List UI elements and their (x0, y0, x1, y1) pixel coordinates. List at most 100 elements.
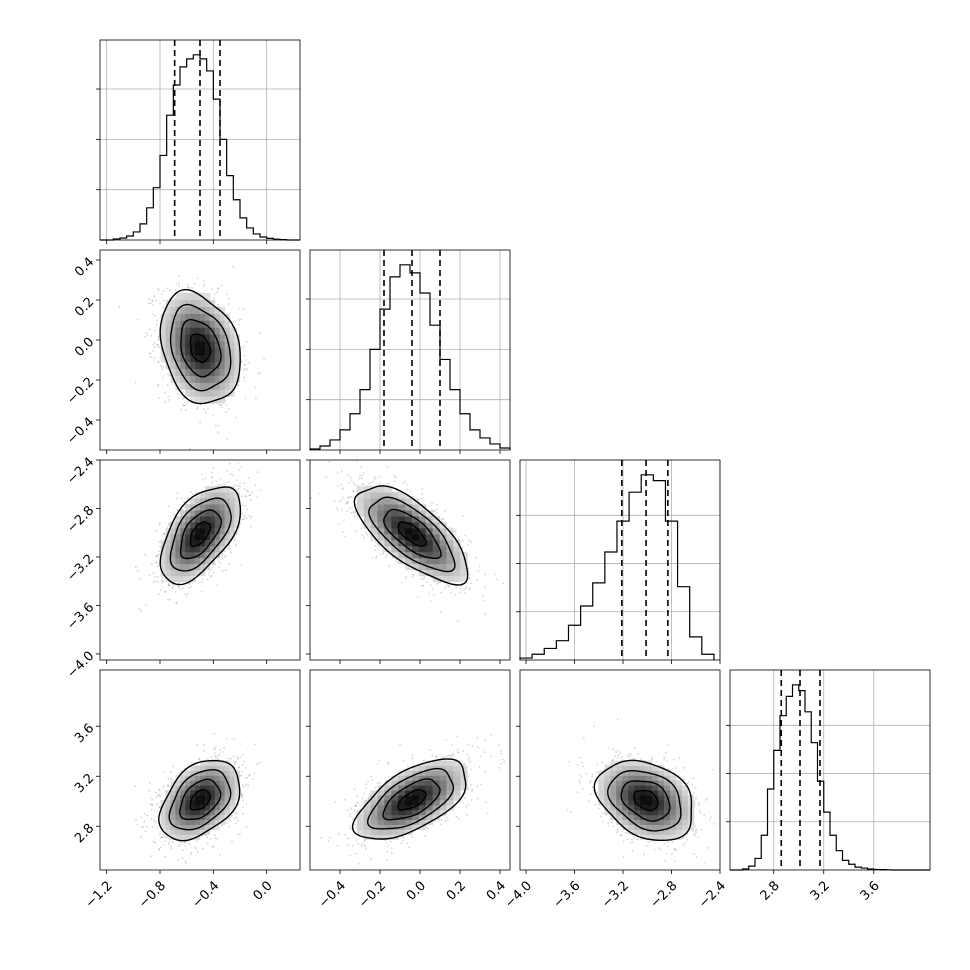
scatter-point (212, 571, 215, 574)
scatter-point (357, 484, 360, 487)
density-cell (214, 389, 221, 397)
density-cell (204, 382, 211, 390)
scatter-point (411, 575, 414, 578)
scatter-point (218, 560, 220, 563)
density-cell (180, 575, 186, 583)
density-cell (412, 545, 420, 553)
density-cell (200, 504, 206, 511)
scatter-point (347, 500, 349, 503)
scatter-point (224, 556, 226, 558)
scatter-point (226, 438, 229, 440)
density-cell (418, 545, 427, 553)
density-cell (229, 334, 235, 342)
scatter-point (221, 553, 224, 555)
density-cell (432, 533, 440, 541)
density-cell (214, 361, 221, 370)
scatter-point (343, 519, 345, 522)
density-cell (200, 361, 206, 370)
scatter-point (352, 490, 355, 493)
scatter-point (169, 598, 172, 601)
density-cell (200, 527, 206, 535)
density-cell (180, 569, 186, 577)
scatter-point (246, 489, 249, 492)
density-cell (175, 551, 181, 559)
density-cell (214, 306, 221, 314)
scatter-point (180, 408, 183, 411)
scatter-point (382, 548, 385, 551)
density-cell (425, 510, 434, 517)
density-cell (165, 313, 171, 321)
density-cell (377, 498, 385, 505)
scatter-point (412, 573, 415, 576)
density-cell (234, 510, 240, 517)
density-cell (200, 492, 206, 499)
scatter-point (454, 529, 457, 532)
density-cell (446, 551, 454, 559)
scatter-point (145, 603, 148, 606)
scatter-point (162, 290, 165, 292)
frame-hist-p2 (519, 459, 721, 661)
density-cell (453, 563, 461, 571)
density-cell (219, 492, 226, 499)
density-cell (214, 320, 221, 328)
scatter-point (396, 560, 399, 563)
density-cell (229, 341, 235, 349)
density-cell (405, 533, 413, 541)
density-cell (391, 516, 399, 523)
scatter-point (199, 421, 202, 424)
density-cell (185, 341, 191, 349)
density-cell (356, 486, 365, 493)
scatter-point (153, 357, 156, 360)
density-cell (160, 354, 166, 363)
scatter-point (468, 587, 470, 590)
pair-content-p0-p2 (134, 461, 262, 612)
density-cell (195, 306, 201, 314)
scatter-point (184, 404, 186, 407)
density-cell (219, 486, 226, 493)
density-cell (398, 527, 406, 535)
density-cell (175, 522, 181, 529)
scatter-point (178, 285, 181, 288)
scatter-point (375, 557, 377, 560)
density-cell (195, 545, 201, 553)
scatter-point (254, 484, 257, 487)
density-cell (175, 354, 181, 363)
scatter-point (468, 588, 471, 591)
scatter-point (186, 497, 189, 500)
density-cell (412, 551, 420, 559)
scatter-point (167, 524, 170, 526)
density-cell (204, 334, 211, 342)
density-cell (224, 354, 230, 363)
scatter-point (167, 584, 170, 587)
density-cell (160, 557, 166, 565)
density-cell (229, 486, 235, 493)
density-cell (412, 533, 420, 541)
density-cell (175, 563, 181, 571)
density-cell (204, 522, 211, 529)
density-cell (363, 498, 372, 505)
density-cell (170, 551, 176, 559)
pair-content-p1-p2 (310, 460, 505, 623)
frame-pair-p0-p2 (99, 459, 301, 661)
scatter-point (178, 274, 181, 277)
density-cell (418, 510, 427, 517)
scatter-point (188, 583, 191, 585)
density-cell (165, 569, 171, 577)
density-cell (204, 327, 211, 335)
scatter-point (370, 540, 373, 542)
scatter-point (217, 758, 219, 761)
scatter-point (220, 483, 223, 486)
density-cell (185, 306, 191, 314)
scatter-point (151, 313, 154, 316)
density-cell (356, 510, 365, 517)
scatter-point (248, 515, 250, 517)
density-cell (391, 522, 399, 529)
density-cell (175, 327, 181, 335)
density-cell (180, 522, 186, 529)
density-cell (170, 313, 176, 321)
density-cell (170, 533, 176, 541)
density-cell (185, 348, 191, 356)
density-cell (425, 539, 434, 547)
density-cell (204, 396, 211, 404)
